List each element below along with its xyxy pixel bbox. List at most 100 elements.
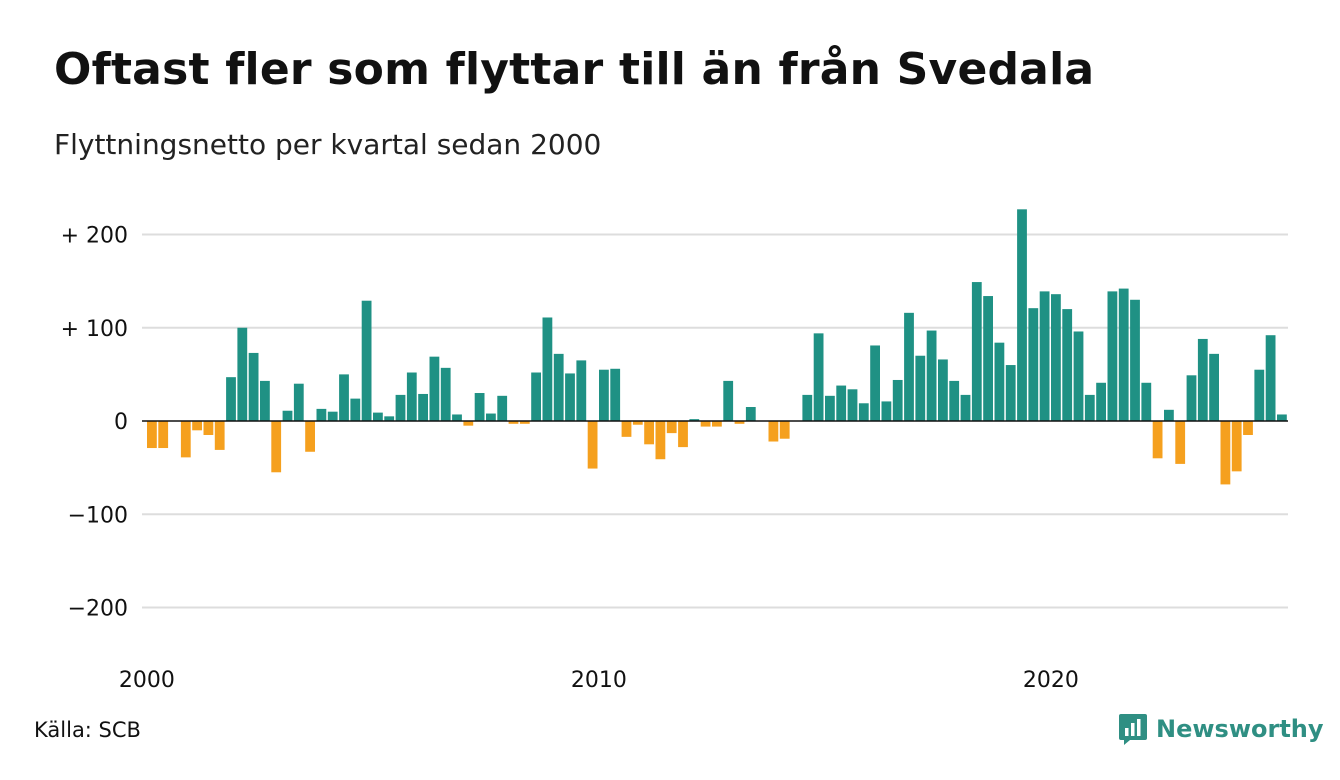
bar — [1243, 421, 1253, 435]
bar — [960, 394, 971, 421]
bar — [666, 421, 677, 434]
bar — [983, 296, 993, 421]
bar — [1231, 421, 1242, 472]
bar — [271, 421, 282, 473]
bar — [192, 421, 202, 431]
bar — [361, 300, 372, 421]
bar — [802, 394, 813, 421]
bar — [825, 395, 835, 421]
bar — [1220, 421, 1231, 485]
bar — [327, 411, 338, 421]
bar — [881, 401, 892, 421]
bar — [418, 393, 428, 421]
bar — [768, 421, 779, 442]
bar — [531, 372, 541, 421]
bar — [1186, 375, 1197, 421]
bar — [971, 282, 982, 421]
bar — [621, 421, 632, 437]
bar — [214, 421, 225, 450]
bar — [519, 421, 530, 424]
bar — [994, 342, 1005, 421]
bar — [1118, 288, 1129, 421]
bar — [373, 412, 383, 421]
brand-name: Newsworthy — [1156, 715, 1324, 743]
bar — [248, 352, 259, 421]
bar — [938, 359, 948, 421]
bar — [926, 330, 937, 421]
bar — [858, 403, 869, 421]
bar — [1017, 209, 1027, 421]
bar — [779, 421, 790, 439]
bar — [1107, 291, 1118, 421]
bar — [847, 389, 858, 421]
bar — [553, 353, 564, 421]
bar — [632, 421, 643, 425]
bar — [1175, 421, 1186, 464]
bar — [316, 408, 327, 421]
bar — [892, 379, 903, 421]
bar — [1130, 299, 1140, 421]
bar — [440, 367, 451, 421]
bar — [700, 421, 711, 427]
bar — [350, 398, 361, 421]
bar — [237, 327, 248, 421]
bar — [542, 317, 553, 421]
bar — [949, 380, 960, 421]
bar — [1073, 331, 1084, 421]
bar — [610, 368, 621, 421]
bar — [1028, 308, 1039, 421]
bar — [723, 380, 734, 421]
bar — [836, 385, 847, 421]
x-tick-label: 2000 — [119, 668, 175, 693]
bar — [1277, 414, 1287, 421]
bar — [452, 414, 462, 421]
y-tick-label: + 200 — [61, 224, 128, 249]
bar — [904, 312, 914, 421]
bar — [734, 421, 745, 424]
brand-logo: Newsworthy — [1118, 712, 1324, 746]
bar — [1164, 409, 1174, 421]
bar — [1209, 353, 1219, 421]
bar — [1254, 369, 1265, 421]
chart-subtitle: Flyttningsnetto per kvartal sedan 2000 — [54, 128, 602, 161]
bar — [644, 421, 654, 445]
bar — [486, 413, 496, 421]
x-tick-label: 2020 — [1023, 668, 1079, 693]
bar — [689, 419, 700, 421]
bar — [429, 356, 440, 421]
bar — [1141, 382, 1152, 421]
bar — [406, 372, 417, 421]
bar — [508, 421, 519, 424]
bar — [1265, 335, 1276, 421]
bar — [158, 421, 169, 449]
bar — [463, 421, 474, 426]
bar — [813, 333, 824, 422]
bar — [576, 360, 587, 421]
bar — [712, 421, 722, 427]
bar — [180, 421, 191, 458]
bar — [1005, 365, 1016, 421]
bar — [915, 355, 926, 422]
bar — [1152, 421, 1163, 459]
y-tick-label: + 100 — [61, 317, 128, 342]
source-note: Källa: SCB — [34, 718, 141, 742]
bar-chart: + 200 + 100 0 −100 −200 2000 2010 2020 — [61, 209, 1288, 693]
bar — [1197, 338, 1208, 421]
bar — [497, 395, 508, 421]
bar — [282, 410, 293, 421]
y-tick-label: 0 — [114, 410, 128, 435]
bar — [260, 380, 270, 421]
bar — [1062, 309, 1073, 421]
bar — [226, 377, 236, 421]
bar — [293, 383, 304, 421]
bar — [565, 373, 575, 421]
bar — [384, 416, 395, 421]
bar — [203, 421, 214, 435]
bar — [1039, 291, 1050, 421]
bar — [1051, 294, 1061, 421]
bar — [395, 394, 406, 421]
bar — [1084, 394, 1095, 421]
bar — [599, 369, 609, 421]
bar — [1096, 382, 1106, 421]
x-tick-label: 2010 — [571, 668, 627, 693]
